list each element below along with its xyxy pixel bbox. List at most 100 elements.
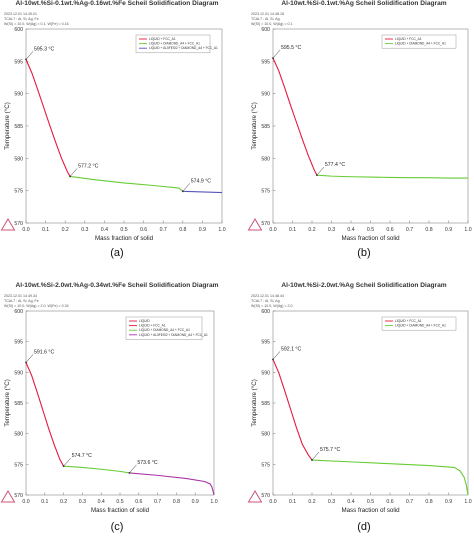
x-tick-label: 0.3 — [81, 227, 88, 233]
annotation-leader — [63, 458, 71, 467]
y-tick-label: 595 — [14, 59, 23, 65]
software-logo-icon — [0, 490, 16, 503]
legend-entry: LIQUID + AL5FESI2 + DIAMOND_A4 + FCC_A1 — [139, 333, 208, 337]
chart-panel-3: Al-10wt.%Si-2.0wt.%Ag-0.34wt.%Fe Scheil … — [0, 282, 219, 533]
y-tick-label: 570 — [261, 221, 270, 227]
annotation-label: 577.4 °C — [325, 162, 345, 168]
series-line — [63, 465, 130, 474]
chart-panel-4: Al-10wt.%Si-2.0wt.%Ag Scheil Solidificat… — [247, 282, 472, 533]
x-tick-label: 0.9 — [199, 227, 206, 233]
metadata-line: W(SI) = 10.0, W(Ag) = 2.0, W(Fe) = 0.34 — [4, 304, 69, 308]
annotation-leader — [129, 464, 137, 474]
x-tick-label: 0.4 — [347, 227, 354, 233]
x-tick-label: 1.0 — [464, 499, 471, 505]
x-tick-label: 0.0 — [269, 499, 276, 505]
series-line — [316, 174, 468, 179]
metadata-line: TCAL7 : Al, Si, Ag, Fe — [4, 17, 39, 21]
annotation-label: 573.6 °C — [137, 460, 157, 466]
y-tick-label: 590 — [261, 370, 270, 376]
annotation-point — [25, 361, 27, 364]
x-tick-label: 0.7 — [160, 227, 167, 233]
y-tick-label: 600 — [14, 27, 23, 33]
y-tick-label: 595 — [14, 340, 23, 346]
annotation-point — [25, 58, 27, 61]
x-tick-label: 0.5 — [367, 227, 374, 233]
annotation-label: 577.2 °C — [78, 163, 98, 169]
y-tick-label: 575 — [261, 462, 270, 468]
x-tick-label: 0.8 — [173, 499, 180, 505]
y-tick-label: 590 — [14, 92, 23, 98]
chart-title: Al-10wt.%Si-0.1wt.%Ag-0.16wt.%Fe Scheil … — [16, 0, 219, 7]
y-tick-label: 575 — [261, 189, 270, 195]
y-axis-label: Temperature (°C) — [4, 379, 11, 427]
panel-label: (d) — [357, 521, 370, 533]
y-tick-label: 570 — [14, 493, 23, 499]
x-tick-label: 0.2 — [308, 227, 315, 233]
x-tick-label: 0.6 — [386, 227, 393, 233]
x-axis-label: Mass fraction of solid — [95, 235, 154, 242]
plot-frame — [25, 28, 223, 224]
chart-panel-1: Al-10wt.%Si-0.1wt.%Ag-0.16wt.%Fe Scheil … — [0, 0, 226, 259]
x-tick-label: 0.6 — [386, 499, 393, 505]
x-tick-label: 0.0 — [269, 227, 276, 233]
annotation-point — [128, 472, 131, 474]
x-tick-label: 0.1 — [42, 227, 49, 233]
legend-entry: LIQUID + DIAMOND_A4 + FCC_A1 — [139, 328, 190, 332]
y-tick-label: 600 — [261, 27, 270, 33]
annotation-leader — [272, 351, 281, 360]
x-tick-label: 0.3 — [328, 499, 335, 505]
y-tick-label: 585 — [14, 401, 23, 407]
annotation-point — [62, 465, 65, 468]
series-line — [182, 190, 223, 194]
series-line — [272, 359, 313, 461]
series-line — [25, 59, 71, 177]
metadata-line: W(SI) = 10.0, W(Ag) = 2.0 — [251, 304, 293, 308]
metadata-line: 2023.12.01 14.48.44 — [251, 294, 284, 298]
annotation-label: 574.9 °C — [191, 178, 211, 184]
x-tick-label: 1.0 — [210, 499, 217, 505]
y-tick-label: 600 — [14, 309, 23, 315]
series-line — [70, 175, 184, 192]
x-tick-label: 0.5 — [120, 227, 127, 233]
y-tick-label: 570 — [261, 493, 270, 499]
x-tick-label: 0.2 — [308, 499, 315, 505]
metadata-line: 2023.12.01 14.49.01 — [4, 12, 37, 16]
annotation-label: 575.7 °C — [320, 447, 340, 453]
x-tick-label: 0.0 — [22, 499, 29, 505]
x-tick-label: 0.9 — [445, 227, 452, 233]
x-tick-label: 0.1 — [289, 227, 296, 233]
y-tick-label: 585 — [261, 124, 270, 130]
annotation-point — [181, 190, 184, 193]
annotation-point — [315, 174, 318, 177]
legend-entry: LIQUID + FCC_A1 — [395, 319, 422, 323]
panel-label: (a) — [110, 247, 123, 259]
legend-entry: LIQUID + AL5FESI2 + DIAMOND_A4 + FCC_A1 — [149, 46, 218, 50]
metadata-line: TCAL7 : Al, Si, Ag, Fe — [4, 299, 39, 303]
chart-panel-2: Al-10wt.%Si-0.1wt.%Ag Scheil Solidificat… — [247, 0, 472, 259]
x-tick-label: 0.2 — [62, 227, 69, 233]
x-tick-label: 0.5 — [116, 499, 123, 505]
x-tick-label: 0.4 — [347, 499, 354, 505]
x-tick-label: 0.7 — [406, 227, 413, 233]
metadata-line: TCAL7 : Al, Si, Ag — [251, 299, 280, 303]
series-line — [272, 57, 318, 176]
x-axis-label: Mass fraction of solid — [341, 235, 400, 242]
y-axis-label: Temperature (°C) — [251, 102, 258, 150]
y-axis-label: Temperature (°C) — [4, 102, 11, 150]
annotation-leader — [69, 168, 78, 177]
annotation-leader — [182, 183, 190, 192]
x-tick-label: 0.8 — [179, 227, 186, 233]
y-tick-label: 580 — [261, 156, 270, 162]
legend-entry: LIQUID + FCC_A1 — [149, 37, 176, 41]
plot-frame — [272, 28, 469, 224]
chart-title: Al-10wt.%Si-0.1wt.%Ag Scheil Solidificat… — [281, 0, 446, 7]
x-tick-label: 0.4 — [98, 499, 105, 505]
legend-box — [135, 34, 211, 54]
y-tick-label: 595 — [261, 59, 270, 65]
y-tick-label: 580 — [14, 156, 23, 162]
x-tick-label: 0.9 — [445, 499, 452, 505]
x-tick-label: 0.3 — [328, 227, 335, 233]
annotation-leader — [316, 166, 325, 176]
legend-box — [381, 34, 457, 49]
